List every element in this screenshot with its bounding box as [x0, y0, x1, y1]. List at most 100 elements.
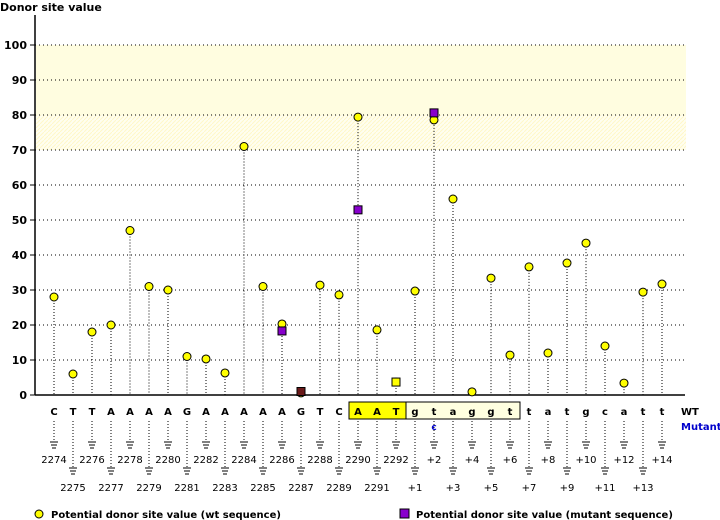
position-label: 2275	[60, 483, 85, 494]
wt-base: g	[411, 407, 418, 418]
mutant-point	[429, 108, 439, 118]
intron-box	[405, 401, 521, 420]
wt-base: A	[221, 407, 229, 418]
wt-base: A	[278, 407, 286, 418]
y-tick-label: 20	[12, 319, 28, 332]
position-label: 2284	[231, 455, 256, 466]
wt-point	[505, 350, 515, 360]
wt-base: C	[50, 407, 57, 418]
position-label: +5	[484, 483, 499, 494]
wt-base: T	[70, 407, 77, 418]
wt-base: g	[468, 407, 475, 418]
wt-base: T	[393, 407, 400, 418]
mutant-row-label: Mutant	[681, 422, 720, 433]
wt-base: A	[126, 407, 134, 418]
wt-point	[220, 368, 230, 378]
wt-point	[315, 280, 325, 290]
position-label: +13	[632, 483, 653, 494]
y-tick-label: 100	[4, 39, 27, 52]
wt-point	[581, 238, 591, 248]
wt-point	[600, 341, 610, 351]
y-tick-label: 40	[12, 249, 28, 262]
wt-point	[144, 282, 154, 291]
position-label: +3	[446, 483, 461, 494]
position-label: +14	[651, 455, 672, 466]
y-tick-label: 90	[12, 74, 28, 87]
wt-point	[486, 273, 496, 283]
wt-base: A	[164, 407, 172, 418]
legend-mutant-label: Potential donor site value (mutant seque…	[416, 510, 673, 520]
y-tick-label: 50	[12, 214, 28, 227]
wt-row-label: WT	[681, 407, 699, 418]
position-label: +7	[522, 483, 537, 494]
wt-point	[543, 348, 553, 358]
wt-base: A	[259, 407, 267, 418]
wt-point	[467, 387, 477, 397]
legend-mutant-marker	[399, 508, 410, 519]
wt-point	[201, 354, 211, 364]
position-label: 2292	[383, 455, 408, 466]
mutant-point	[277, 326, 287, 336]
wt-base: A	[145, 407, 153, 418]
wt-base: t	[527, 407, 532, 418]
wt-base: t	[432, 407, 437, 418]
mutant-point	[296, 387, 306, 396]
y-tick-label: 0	[19, 389, 27, 402]
wt-base: g	[487, 407, 494, 418]
weak-threshold-band	[36, 115, 686, 150]
wt-point	[163, 285, 173, 295]
position-label: 2274	[41, 455, 66, 466]
wt-base: A	[107, 407, 115, 418]
y-tick-label: 10	[12, 354, 28, 367]
wt-base: A	[354, 407, 362, 418]
y-tick-label: 70	[12, 144, 28, 157]
wt-point	[353, 112, 363, 122]
wt-base: T	[317, 407, 324, 418]
position-label: 2286	[269, 455, 294, 466]
position-label: +9	[560, 483, 575, 494]
wt-base: t	[641, 407, 646, 418]
wt-point	[182, 352, 192, 361]
wt-point	[106, 320, 116, 330]
position-label: 2290	[345, 455, 370, 466]
position-label: 2287	[288, 483, 313, 494]
wt-base: A	[373, 407, 381, 418]
position-label: 2282	[193, 455, 218, 466]
wt-point	[125, 226, 135, 235]
wt-base: G	[297, 407, 305, 418]
wt-base: a	[545, 407, 552, 418]
position-label: 2291	[364, 483, 389, 494]
wt-point	[448, 194, 458, 204]
wt-base: G	[183, 407, 191, 418]
wt-point	[49, 292, 59, 302]
position-label: 2281	[174, 483, 199, 494]
wt-point	[372, 325, 382, 335]
mutant-point	[353, 205, 363, 215]
wt-base: t	[565, 407, 570, 418]
position-label: 2289	[326, 483, 351, 494]
wt-point	[410, 286, 420, 296]
wt-base: g	[582, 407, 589, 418]
wt-point	[524, 262, 534, 272]
position-label: +11	[594, 483, 615, 494]
position-label: 2277	[98, 483, 123, 494]
wt-base: c	[602, 407, 608, 418]
position-label: +6	[503, 455, 518, 466]
wt-base: A	[240, 407, 248, 418]
y-tick-label: 80	[12, 109, 28, 122]
position-label: +4	[465, 455, 480, 466]
y-tick-label: 30	[12, 284, 28, 297]
wt-point	[87, 327, 97, 337]
position-label: 2276	[79, 455, 104, 466]
position-label: +12	[613, 455, 634, 466]
position-label: +1	[408, 483, 423, 494]
position-label: 2283	[212, 483, 237, 494]
wt-point	[258, 282, 268, 291]
wt-base: T	[89, 407, 96, 418]
wt-point	[638, 287, 648, 297]
wt-point	[562, 258, 572, 268]
wt-base: a	[450, 407, 457, 418]
wt-base: A	[202, 407, 210, 418]
position-label: +8	[541, 455, 556, 466]
